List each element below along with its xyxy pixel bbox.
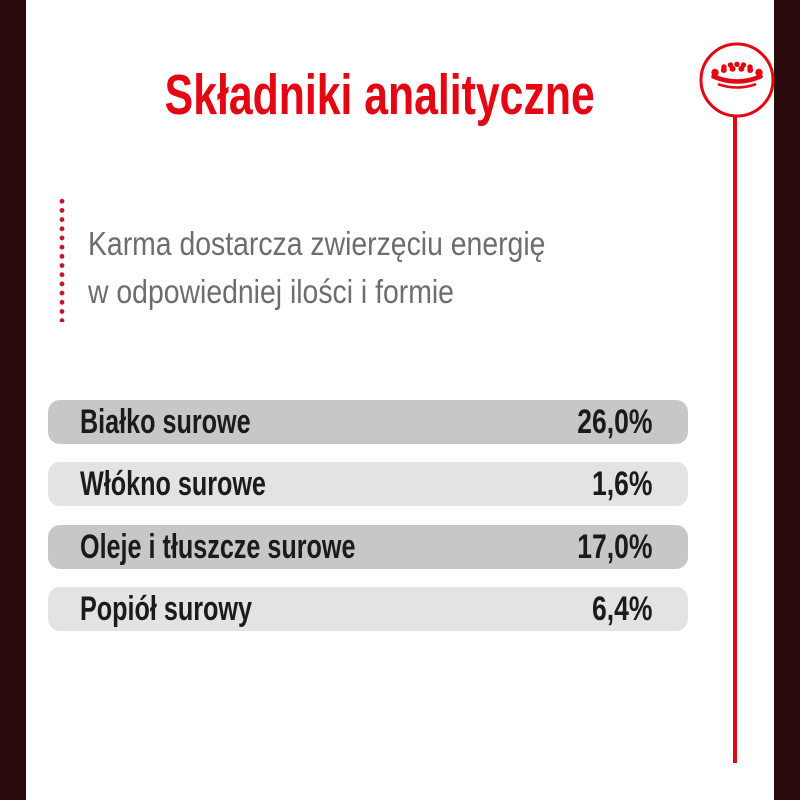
nutrient-row-popiol: Popiół surowy 6,4% [48, 587, 688, 631]
red-dotted-rule [59, 198, 65, 322]
nutrient-value: 17,0% [576, 527, 652, 566]
crown-band [711, 71, 763, 89]
intro-text: Karma dostarcza zwierzęciu energię w odp… [88, 220, 620, 316]
nutrient-label: Oleje i tłuszcze surowe [80, 527, 356, 566]
right-brand-bar [774, 0, 800, 800]
intro-line-1: Karma dostarcza zwierzęciu energię [88, 225, 546, 262]
nutrient-value: 6,4% [591, 589, 652, 628]
nutrient-label: Popiół surowy [80, 589, 252, 628]
nutrient-value: 1,6% [591, 464, 652, 503]
nutrient-row-oleje: Oleje i tłuszcze surowe 17,0% [48, 525, 688, 569]
crown-dots [711, 61, 763, 77]
nutrient-row-wlokno: Włókno surowe 1,6% [48, 462, 688, 506]
page-title-text: Składniki analityczne [164, 63, 596, 127]
page-title: Składniki analityczne [20, 62, 740, 128]
royal-canin-crown-icon [699, 42, 775, 118]
nutrient-value: 26,0% [576, 402, 652, 441]
left-brand-bar [0, 0, 26, 800]
intro-line-2: w odpowiedniej ilości i formie [88, 273, 454, 310]
nutrient-label: Włókno surowe [80, 464, 266, 503]
brand-vertical-line [733, 115, 737, 763]
nutrient-row-bialko: Białko surowe 26,0% [48, 400, 688, 444]
nutrient-label: Białko surowe [80, 402, 251, 441]
